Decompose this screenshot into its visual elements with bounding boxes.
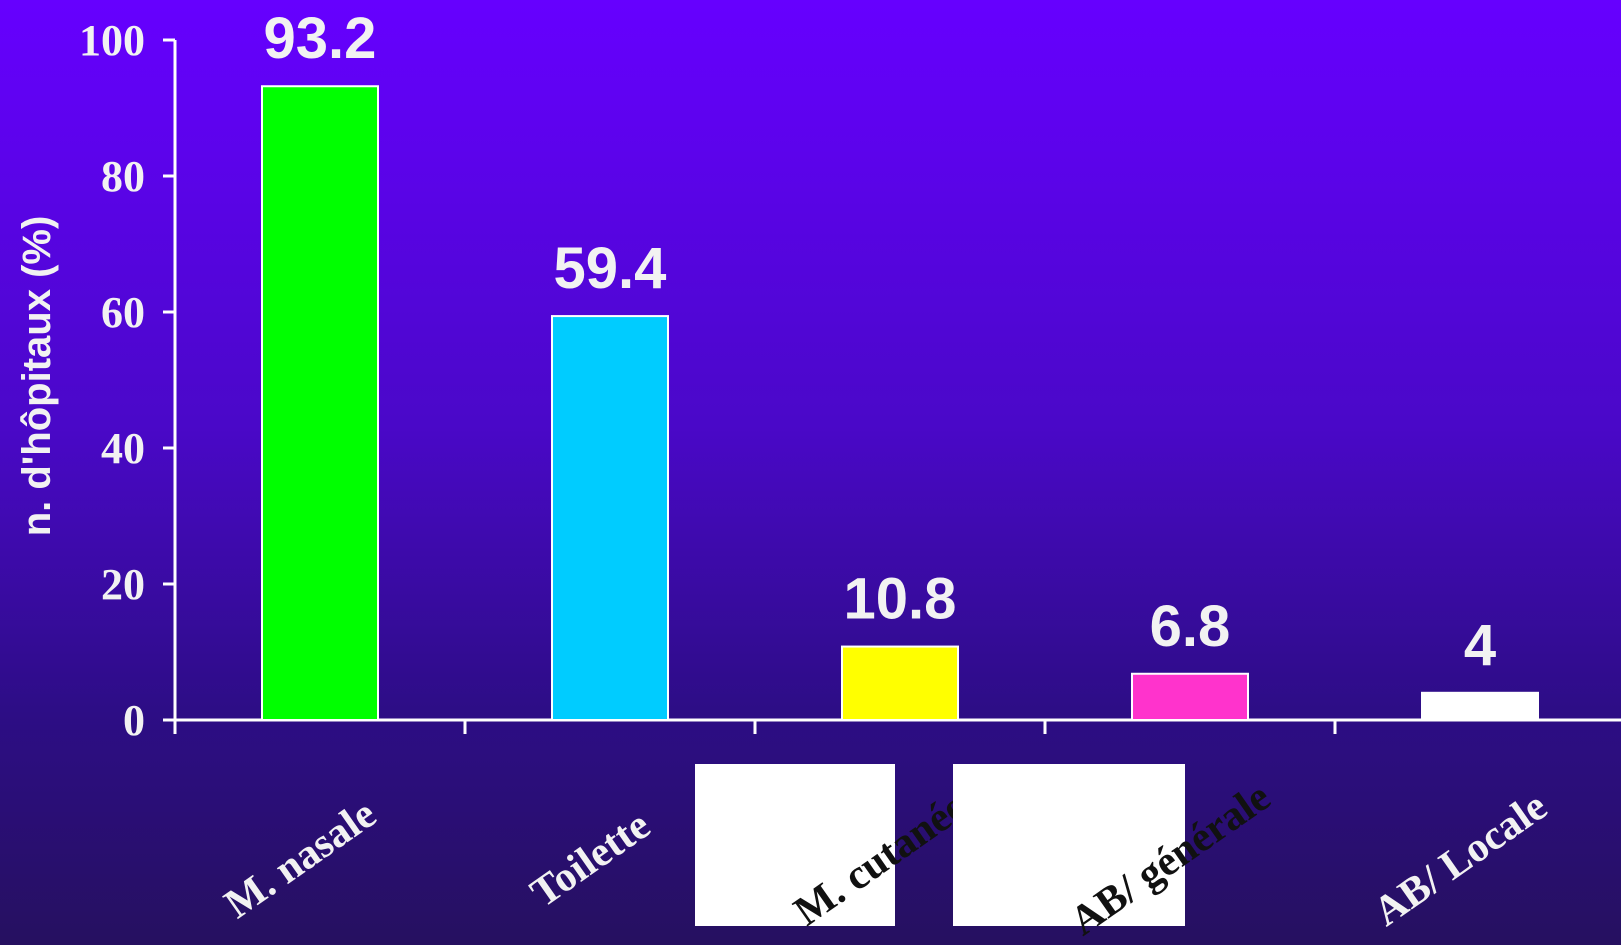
y-ticks: 0 20 40 60 80 100 bbox=[79, 16, 175, 745]
y-tick-label: 20 bbox=[101, 560, 145, 609]
category-label-group: Toilette bbox=[523, 802, 659, 916]
value-label: 6.8 bbox=[1150, 594, 1231, 659]
y-axis-title: n. d'hôpitaux (%) bbox=[15, 216, 59, 537]
y-tick-label: 40 bbox=[101, 424, 145, 473]
bar-3 bbox=[841, 645, 959, 721]
bar-2 bbox=[551, 315, 669, 721]
category-label-group: AB/ Locale bbox=[1366, 783, 1556, 935]
value-label: 59.4 bbox=[554, 236, 667, 301]
category-label: AB/ Locale bbox=[1366, 783, 1556, 935]
category-label-box bbox=[695, 764, 895, 926]
value-label: 10.8 bbox=[844, 567, 957, 632]
y-tick-label: 0 bbox=[123, 696, 145, 745]
category-label: Toilette bbox=[523, 802, 659, 916]
category-label-group: M. nasale bbox=[217, 791, 385, 928]
y-tick-label: 80 bbox=[101, 152, 145, 201]
x-ticks bbox=[173, 720, 1337, 734]
value-label: 4 bbox=[1464, 613, 1496, 678]
bar-5 bbox=[1421, 691, 1539, 721]
bar-4 bbox=[1131, 672, 1249, 722]
y-tick-label: 60 bbox=[101, 288, 145, 337]
category-label-box bbox=[953, 764, 1185, 926]
value-labels: 93.2 59.4 10.8 6.8 4 bbox=[264, 6, 1497, 678]
category-label: M. nasale bbox=[217, 791, 385, 928]
bars bbox=[261, 85, 1539, 722]
bar-1 bbox=[261, 85, 379, 722]
category-labels: M. nasale Toilette M. cutanée AB/ générale A… bbox=[217, 764, 1556, 945]
y-tick-label: 100 bbox=[79, 16, 145, 65]
category-label-group: M. cutanée bbox=[695, 764, 975, 935]
category-label-group: AB/ générale bbox=[953, 764, 1279, 945]
value-label: 93.2 bbox=[264, 6, 377, 71]
